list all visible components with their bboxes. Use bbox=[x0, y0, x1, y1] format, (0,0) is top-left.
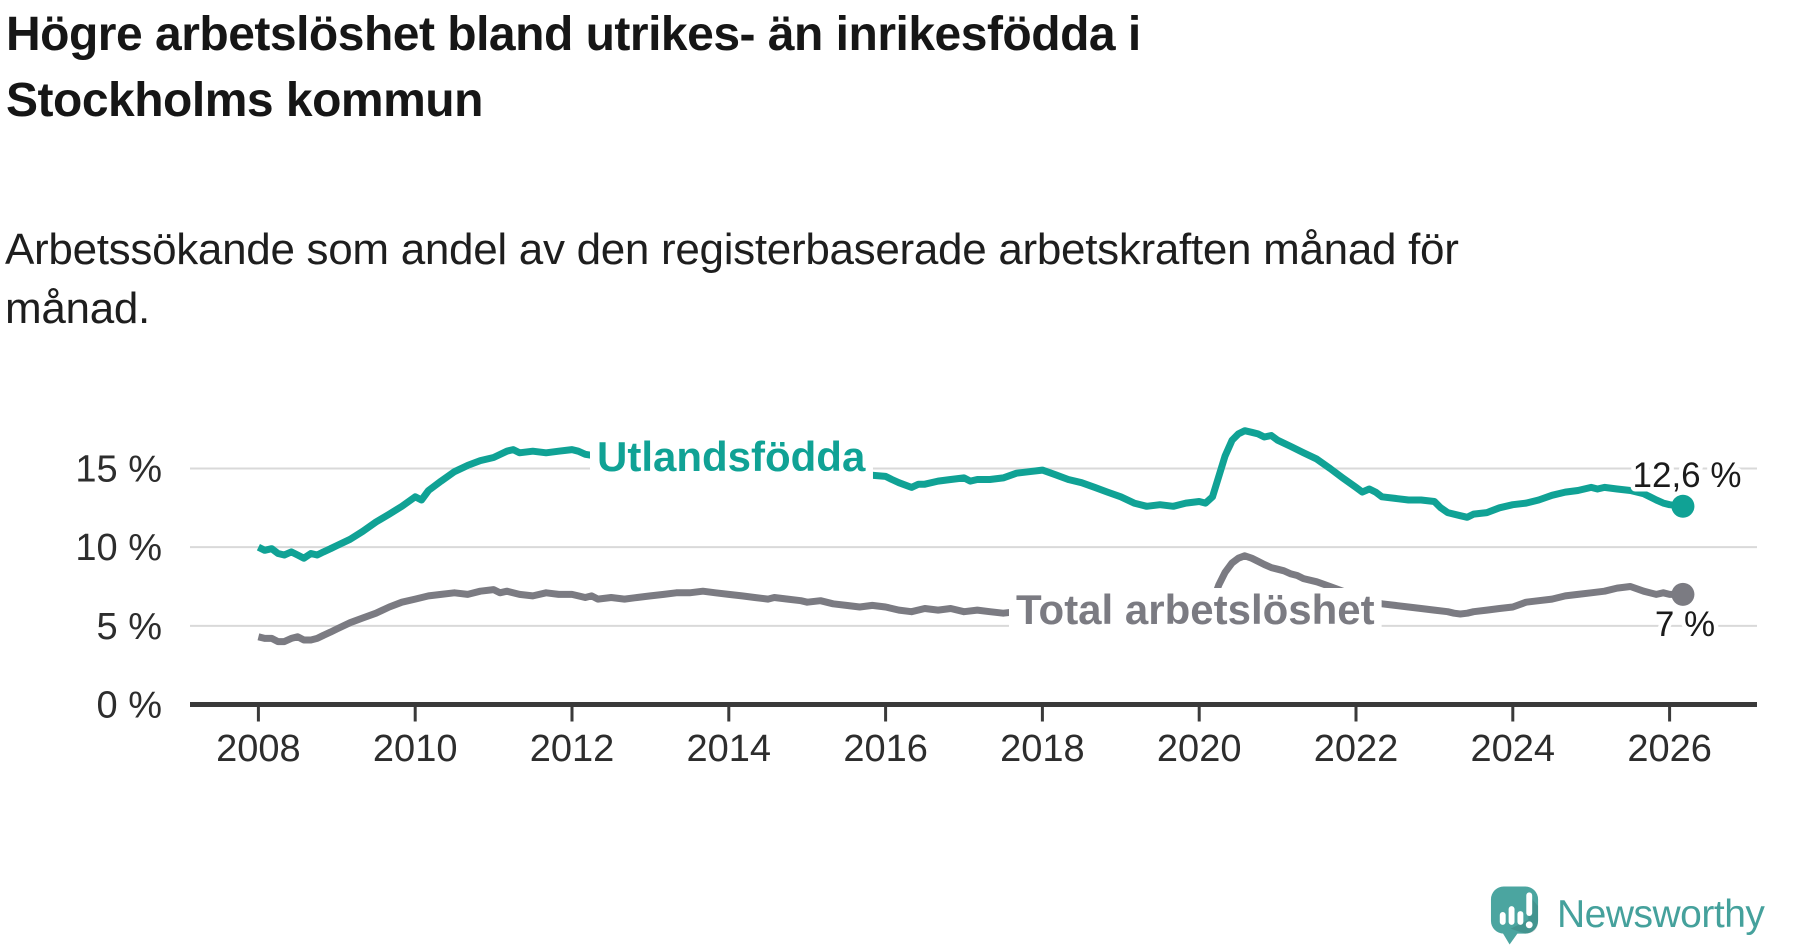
y-axis-label: 15 % bbox=[75, 449, 162, 491]
end-dot-utlandsfodda bbox=[1671, 494, 1695, 518]
x-axis-label: 2026 bbox=[1627, 728, 1712, 770]
series-lines bbox=[256, 427, 1684, 646]
x-axis bbox=[190, 702, 1757, 722]
newsworthy-icon bbox=[1490, 886, 1539, 945]
x-axis-label: 2016 bbox=[843, 728, 928, 770]
x-axis-label: 2020 bbox=[1157, 728, 1242, 770]
series-line-0 bbox=[256, 427, 1684, 562]
series-label-total-arbetsloshet: Total arbetslöshet bbox=[1016, 586, 1375, 633]
end-dots bbox=[1671, 494, 1695, 606]
y-axis-label: 0 % bbox=[97, 685, 162, 727]
series-label-backgrounds bbox=[590, 435, 1382, 633]
x-axis-label: 2014 bbox=[687, 728, 772, 770]
chart-subtitle: Arbetssökande som andel av den registerb… bbox=[5, 225, 1459, 333]
series-label-background bbox=[590, 435, 873, 480]
newsworthy-wordmark: Newsworthy bbox=[1557, 893, 1765, 936]
speech-bubble-tail bbox=[1500, 929, 1520, 945]
x-axis-label: 2010 bbox=[373, 728, 458, 770]
x-axis-label: 2018 bbox=[1000, 728, 1085, 770]
series-line-1 bbox=[257, 552, 1683, 646]
gridlines bbox=[190, 467, 1757, 627]
x-axis-label: 2022 bbox=[1314, 728, 1399, 770]
axis-tick-labels: 2008 2010 2012 2014 2016 2018 2020 2022 2024 2026… bbox=[75, 449, 1711, 770]
x-axis-label: 2008 bbox=[216, 728, 301, 770]
end-value-total: 7 % bbox=[1655, 605, 1715, 644]
end-value-utlandsfodda: 12,6 % bbox=[1633, 456, 1742, 495]
x-axis-label: 2024 bbox=[1471, 728, 1556, 770]
newsworthy-logo: Newsworthy bbox=[1489, 884, 1765, 946]
series-label-utlandsfodda: Utlandsfödda bbox=[597, 433, 866, 480]
y-axis-label: 5 % bbox=[97, 606, 162, 648]
end-dot-total bbox=[1671, 582, 1695, 606]
x-axis-label: 2012 bbox=[530, 728, 615, 770]
series-label-background bbox=[1009, 588, 1382, 633]
chart-title: Högre arbetslöshet bland utrikes- än inr… bbox=[6, 8, 1141, 127]
y-axis-label: 10 % bbox=[75, 527, 162, 569]
